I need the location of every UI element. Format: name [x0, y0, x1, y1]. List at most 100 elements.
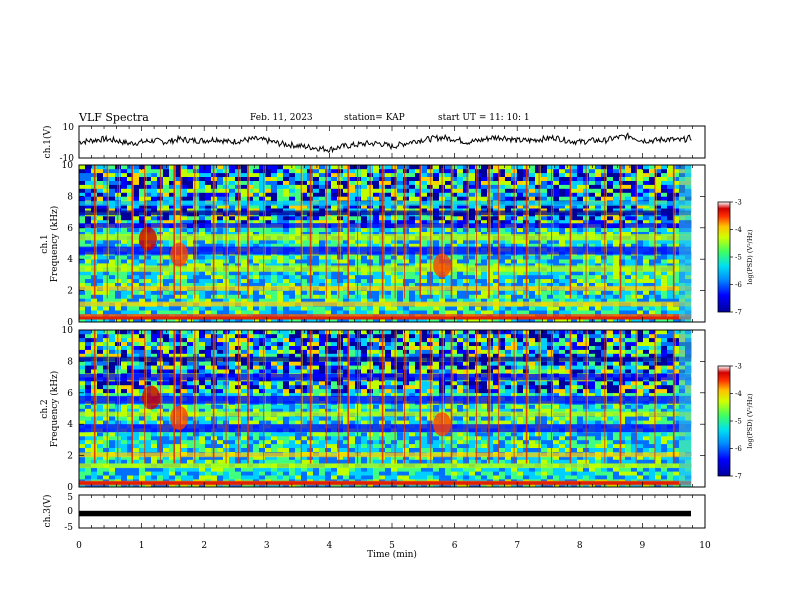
spectrogram-cell [361, 259, 368, 264]
spectrogram-cell [127, 404, 134, 409]
spectrogram-cell [343, 306, 350, 311]
spectrogram-cell [445, 172, 452, 177]
spectrogram-cell [277, 208, 284, 213]
spectrogram-cell [529, 227, 536, 232]
spectrogram-cell [127, 353, 134, 358]
spectrogram-cell [373, 263, 380, 268]
spectrogram-cell [637, 176, 644, 181]
spectrogram-cell [325, 243, 332, 248]
spectrogram-cell [277, 176, 284, 181]
spectrogram-cell [289, 208, 296, 213]
spectrogram-cell [397, 263, 404, 268]
spectrogram-cell [325, 306, 332, 311]
spectrogram-cell [109, 271, 116, 276]
spectrogram-cell [421, 274, 428, 280]
spectrogram-cell [571, 306, 578, 311]
spectrogram-cell [97, 420, 104, 425]
spectrogram-cell [79, 420, 86, 425]
spectrogram-cell [487, 310, 494, 315]
spectrogram-cell [421, 204, 428, 209]
spectrogram-cell [331, 306, 338, 311]
spectrogram-cell [139, 172, 146, 177]
spectrogram-cell [445, 310, 452, 315]
spectrogram-cell [403, 274, 410, 280]
spectrogram-cell [235, 180, 242, 185]
spectrogram-cell [319, 168, 326, 174]
spectrogram-cell [577, 219, 584, 225]
spectrogram-cell [577, 188, 584, 193]
spectrogram-cell [595, 231, 602, 236]
spectrogram-cell [391, 168, 398, 174]
spectrogram-cell [625, 310, 632, 315]
spectrogram-cell [97, 298, 104, 303]
spectrogram-cell [187, 208, 194, 213]
spectrogram-cell [529, 282, 536, 287]
spectrogram-cell [655, 231, 662, 236]
spectrogram-cell [373, 290, 380, 295]
spectrogram-cell [667, 180, 674, 185]
spectrogram-cell [673, 208, 680, 213]
spectrogram-cell [517, 216, 524, 221]
spectrogram-cell [343, 278, 350, 283]
spectrogram-cell [97, 231, 104, 236]
spectrogram-cell [499, 165, 506, 170]
spectrogram-cell [589, 227, 596, 232]
spectrogram-cell [661, 204, 668, 209]
spectrogram-cell [391, 298, 398, 303]
spectrogram-cell [139, 443, 146, 448]
spectrogram-cell [121, 318, 128, 323]
spectrogram-cell [535, 239, 542, 244]
spectrogram-cell [139, 369, 146, 374]
spectrogram-cell [607, 231, 614, 236]
spectrogram-cell [121, 243, 128, 248]
spectrogram-cell [595, 196, 602, 201]
spectrogram-cell [343, 318, 350, 323]
spectrogram-cell [547, 219, 554, 225]
spectrogram-cell [649, 278, 656, 283]
spectrogram-cell [241, 290, 248, 295]
spectrogram-cell [127, 384, 134, 390]
spectrogram-cell [631, 180, 638, 185]
spectrogram-cell [445, 274, 452, 280]
spectrogram-cell [487, 278, 494, 283]
spectrogram-cell [97, 443, 104, 448]
spectrogram-cell [139, 349, 146, 354]
spectrogram-cell [421, 271, 428, 276]
spectrogram-cell [331, 294, 338, 299]
spectrogram-cell [565, 274, 572, 280]
spectrogram-cell [451, 290, 458, 295]
spectrogram-cell [325, 298, 332, 303]
spectrogram-cell [373, 184, 380, 189]
spectrogram-cell [451, 176, 458, 181]
spectrogram-cell [103, 392, 110, 397]
spectrogram-cell [481, 298, 488, 303]
spectrogram-cell [85, 318, 92, 323]
spectrogram-cell [97, 475, 104, 480]
spectrogram-cell [319, 310, 326, 315]
spectrogram-cell [133, 172, 140, 177]
spectrogram-cell [607, 172, 614, 177]
spectrogram-cell [367, 298, 374, 303]
spectrogram-cell [409, 271, 416, 276]
spectrogram-cell [673, 294, 680, 299]
spectrogram-cell [265, 231, 272, 236]
spectrogram-cell [361, 274, 368, 280]
spectrogram-cell [601, 216, 608, 221]
spectrogram-cell [127, 337, 134, 343]
spectrogram-cell [601, 271, 608, 276]
spectrogram-cell [571, 282, 578, 287]
spectrogram-cell [355, 188, 362, 193]
spectrogram-cell [133, 165, 140, 170]
spectrogram-cell [235, 196, 242, 201]
spectrogram-cell [613, 243, 620, 248]
spectrogram-cell [127, 263, 134, 268]
spectrogram-cell [295, 180, 302, 185]
spectrogram-cell [145, 184, 152, 189]
spectrogram-cell [229, 208, 236, 213]
spectrogram-cell [385, 310, 392, 315]
spectrogram-cell [319, 255, 326, 260]
spectrogram-cell [127, 255, 134, 260]
spectrogram-cell [217, 196, 224, 201]
spectrogram-cell [355, 184, 362, 189]
spectrogram-cell [667, 271, 674, 276]
